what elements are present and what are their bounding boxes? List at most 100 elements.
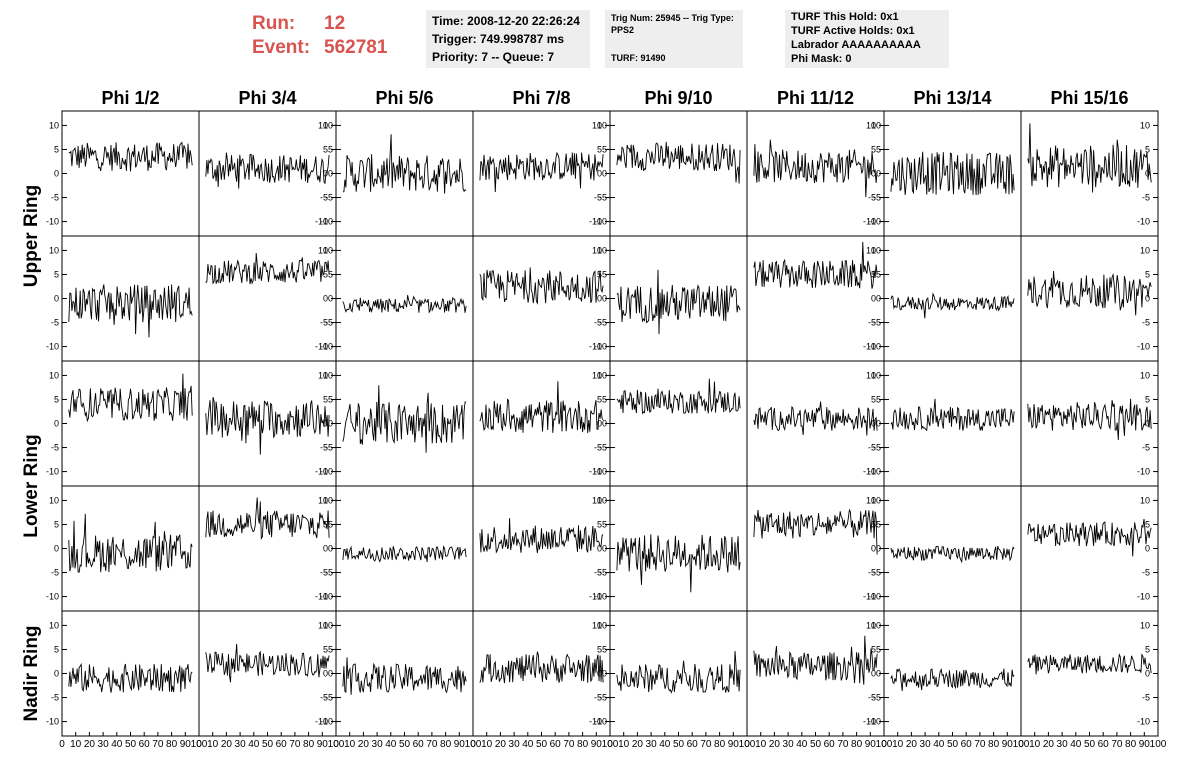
x-tick-label: 80 <box>440 739 452 750</box>
x-tick-label: 20 <box>221 739 233 750</box>
y-tick-label: 10 <box>866 245 876 255</box>
y-tick-label: 0 <box>871 169 876 179</box>
y-tick-label: -10 <box>868 342 881 352</box>
y-tick-label: 10 <box>592 370 602 380</box>
run-value: 12 <box>324 13 346 34</box>
y-tick-label: 10 <box>318 495 328 505</box>
y-tick-label: -5 <box>594 318 602 328</box>
waveform-r3-c7 <box>890 398 1015 432</box>
y-tick-label: 10 <box>318 370 328 380</box>
waveform-r3-c5 <box>616 378 741 415</box>
x-tick-label: 90 <box>865 739 877 750</box>
x-tick-label: 100 <box>328 739 345 750</box>
x-tick-label: 100 <box>876 739 893 750</box>
y-tick-label: 0 <box>597 294 602 304</box>
y-tick-label: 0 <box>54 169 59 179</box>
x-tick-label: 100 <box>602 739 619 750</box>
y-tick-label: 5 <box>876 644 881 654</box>
x-tick-label: 60 <box>139 739 151 750</box>
trigger-text: Trigger: 749.998787 ms <box>432 32 565 46</box>
y-tick-label: 10 <box>1140 370 1150 380</box>
y-tick-label: -10 <box>315 592 328 602</box>
active-holds-text: TURF Active Holds: 0x1 <box>791 25 915 37</box>
phi-mask-text: Phi Mask: 0 <box>791 53 852 65</box>
y-tick-label: -10 <box>594 217 607 227</box>
x-tick-label: 30 <box>646 739 658 750</box>
y-tick-label: 10 <box>592 495 602 505</box>
y-tick-label: 10 <box>866 120 876 130</box>
x-tick-label: 50 <box>262 739 274 750</box>
y-tick-label: 5 <box>602 144 607 154</box>
y-tick-label: 5 <box>871 394 876 404</box>
y-tick-label: -10 <box>863 467 876 477</box>
x-tick-label: 0 <box>196 739 202 750</box>
y-tick-label: 0 <box>1145 669 1150 679</box>
y-tick-label: -10 <box>868 217 881 227</box>
x-tick-label: 90 <box>180 739 192 750</box>
y-tick-label: 10 <box>318 620 328 630</box>
y-tick-label: -5 <box>1142 443 1150 453</box>
y-tick-label: -5 <box>599 568 607 578</box>
x-tick-label: 0 <box>333 739 339 750</box>
x-tick-label: 100 <box>1013 739 1030 750</box>
y-tick-label: 0 <box>323 419 328 429</box>
column-header-1: Phi 1/2 <box>101 88 159 108</box>
x-tick-label: 100 <box>739 739 756 750</box>
waveform-r4-c8 <box>1027 518 1152 557</box>
x-tick-label: 20 <box>358 739 370 750</box>
y-tick-label: 0 <box>328 419 333 429</box>
event-value: 562781 <box>324 37 388 58</box>
event-label: Event: <box>252 37 311 58</box>
x-tick-label: 80 <box>1125 739 1137 750</box>
y-tick-label: 0 <box>597 419 602 429</box>
y-tick-label: -10 <box>589 592 602 602</box>
y-tick-label: -10 <box>868 592 881 602</box>
waveform-r5-c6 <box>753 635 878 685</box>
y-tick-label: -10 <box>594 717 607 727</box>
x-tick-label: 50 <box>673 739 685 750</box>
y-tick-label: 0 <box>602 669 607 679</box>
x-tick-label: 70 <box>426 739 438 750</box>
y-tick-label: 10 <box>1140 245 1150 255</box>
y-tick-label: 0 <box>54 544 59 554</box>
y-tick-label: -5 <box>1142 568 1150 578</box>
y-tick-label: 5 <box>602 644 607 654</box>
y-tick-label: -10 <box>594 467 607 477</box>
waveform-r4-c3 <box>342 545 467 563</box>
y-tick-label: 0 <box>323 544 328 554</box>
y-tick-label: -5 <box>868 193 876 203</box>
y-tick-label: 0 <box>323 669 328 679</box>
y-tick-label: 5 <box>328 644 333 654</box>
x-tick-label: 70 <box>152 739 164 750</box>
y-tick-label: -5 <box>320 693 328 703</box>
y-tick-label: -5 <box>868 693 876 703</box>
y-tick-label: 5 <box>602 519 607 529</box>
y-tick-label: 5 <box>323 144 328 154</box>
y-tick-label: 0 <box>871 544 876 554</box>
y-tick-label: -5 <box>320 193 328 203</box>
x-tick-label: 10 <box>755 739 767 750</box>
waveform-r1-c3 <box>342 134 467 194</box>
y-tick-label: 0 <box>328 669 333 679</box>
trig-text: Trig Num: 25945 -- Trig Type: PPS2 <box>611 13 734 35</box>
x-tick-label: 90 <box>317 739 329 750</box>
y-tick-label: -10 <box>1137 342 1150 352</box>
y-tick-label: -5 <box>594 193 602 203</box>
y-tick-label: 10 <box>1140 120 1150 130</box>
x-tick-label: 50 <box>536 739 548 750</box>
y-tick-label: 5 <box>328 144 333 154</box>
waveform-r1-c8 <box>1027 123 1152 193</box>
x-tick-label: 40 <box>659 739 671 750</box>
turf-text: TURF: 91490 <box>611 53 666 63</box>
x-tick-label: 30 <box>372 739 384 750</box>
y-tick-label: 5 <box>1145 394 1150 404</box>
info-panel-trig: Trig Num: 25945 -- Trig Type: PPS2 TURF:… <box>605 10 743 68</box>
waveform-r3-c2 <box>205 396 330 455</box>
x-tick-label: 70 <box>837 739 849 750</box>
y-tick-label: -5 <box>873 318 881 328</box>
y-tick-label: 10 <box>323 620 333 630</box>
y-tick-label: 0 <box>328 169 333 179</box>
x-tick-label: 20 <box>1043 739 1055 750</box>
waveform-r4-c1 <box>68 513 193 573</box>
y-tick-label: -10 <box>868 717 881 727</box>
